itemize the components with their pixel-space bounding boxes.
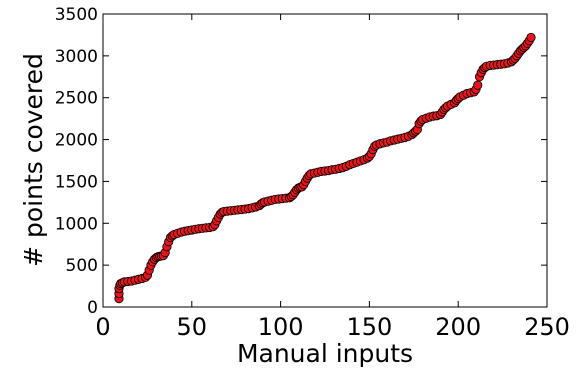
x-tick-label-3: 150 [346, 313, 392, 341]
y-tick-label-4: 2000 [55, 131, 98, 151]
x-axis-label: Manual inputs [237, 339, 413, 368]
y-tick-label-0: 0 [87, 298, 98, 318]
y-axis-label: # points covered [19, 53, 48, 267]
data-point-134 [473, 80, 483, 90]
x-tick-label-2: 100 [258, 313, 304, 341]
data-points [114, 32, 536, 304]
data-point-157 [526, 32, 536, 43]
x-tick-label-4: 200 [435, 313, 481, 341]
x-tick-label-1: 50 [177, 313, 208, 341]
y-tick-label-3: 1500 [55, 172, 98, 192]
y-axis: 0 500 1000 1500 2000 2500 3000 3500 [55, 5, 547, 318]
x-tick-label-0: 0 [95, 313, 110, 341]
y-tick-label-5: 2500 [55, 89, 98, 109]
y-tick-label-6: 3000 [55, 47, 98, 67]
y-tick-label-2: 1000 [55, 214, 98, 234]
y-tick-label-1: 500 [66, 256, 98, 276]
y-tick-label-7: 3500 [55, 5, 98, 25]
x-tick-label-5: 250 [524, 313, 570, 341]
x-axis: 0 50 100 150 200 250 [95, 14, 570, 341]
plot-frame [102, 13, 548, 308]
